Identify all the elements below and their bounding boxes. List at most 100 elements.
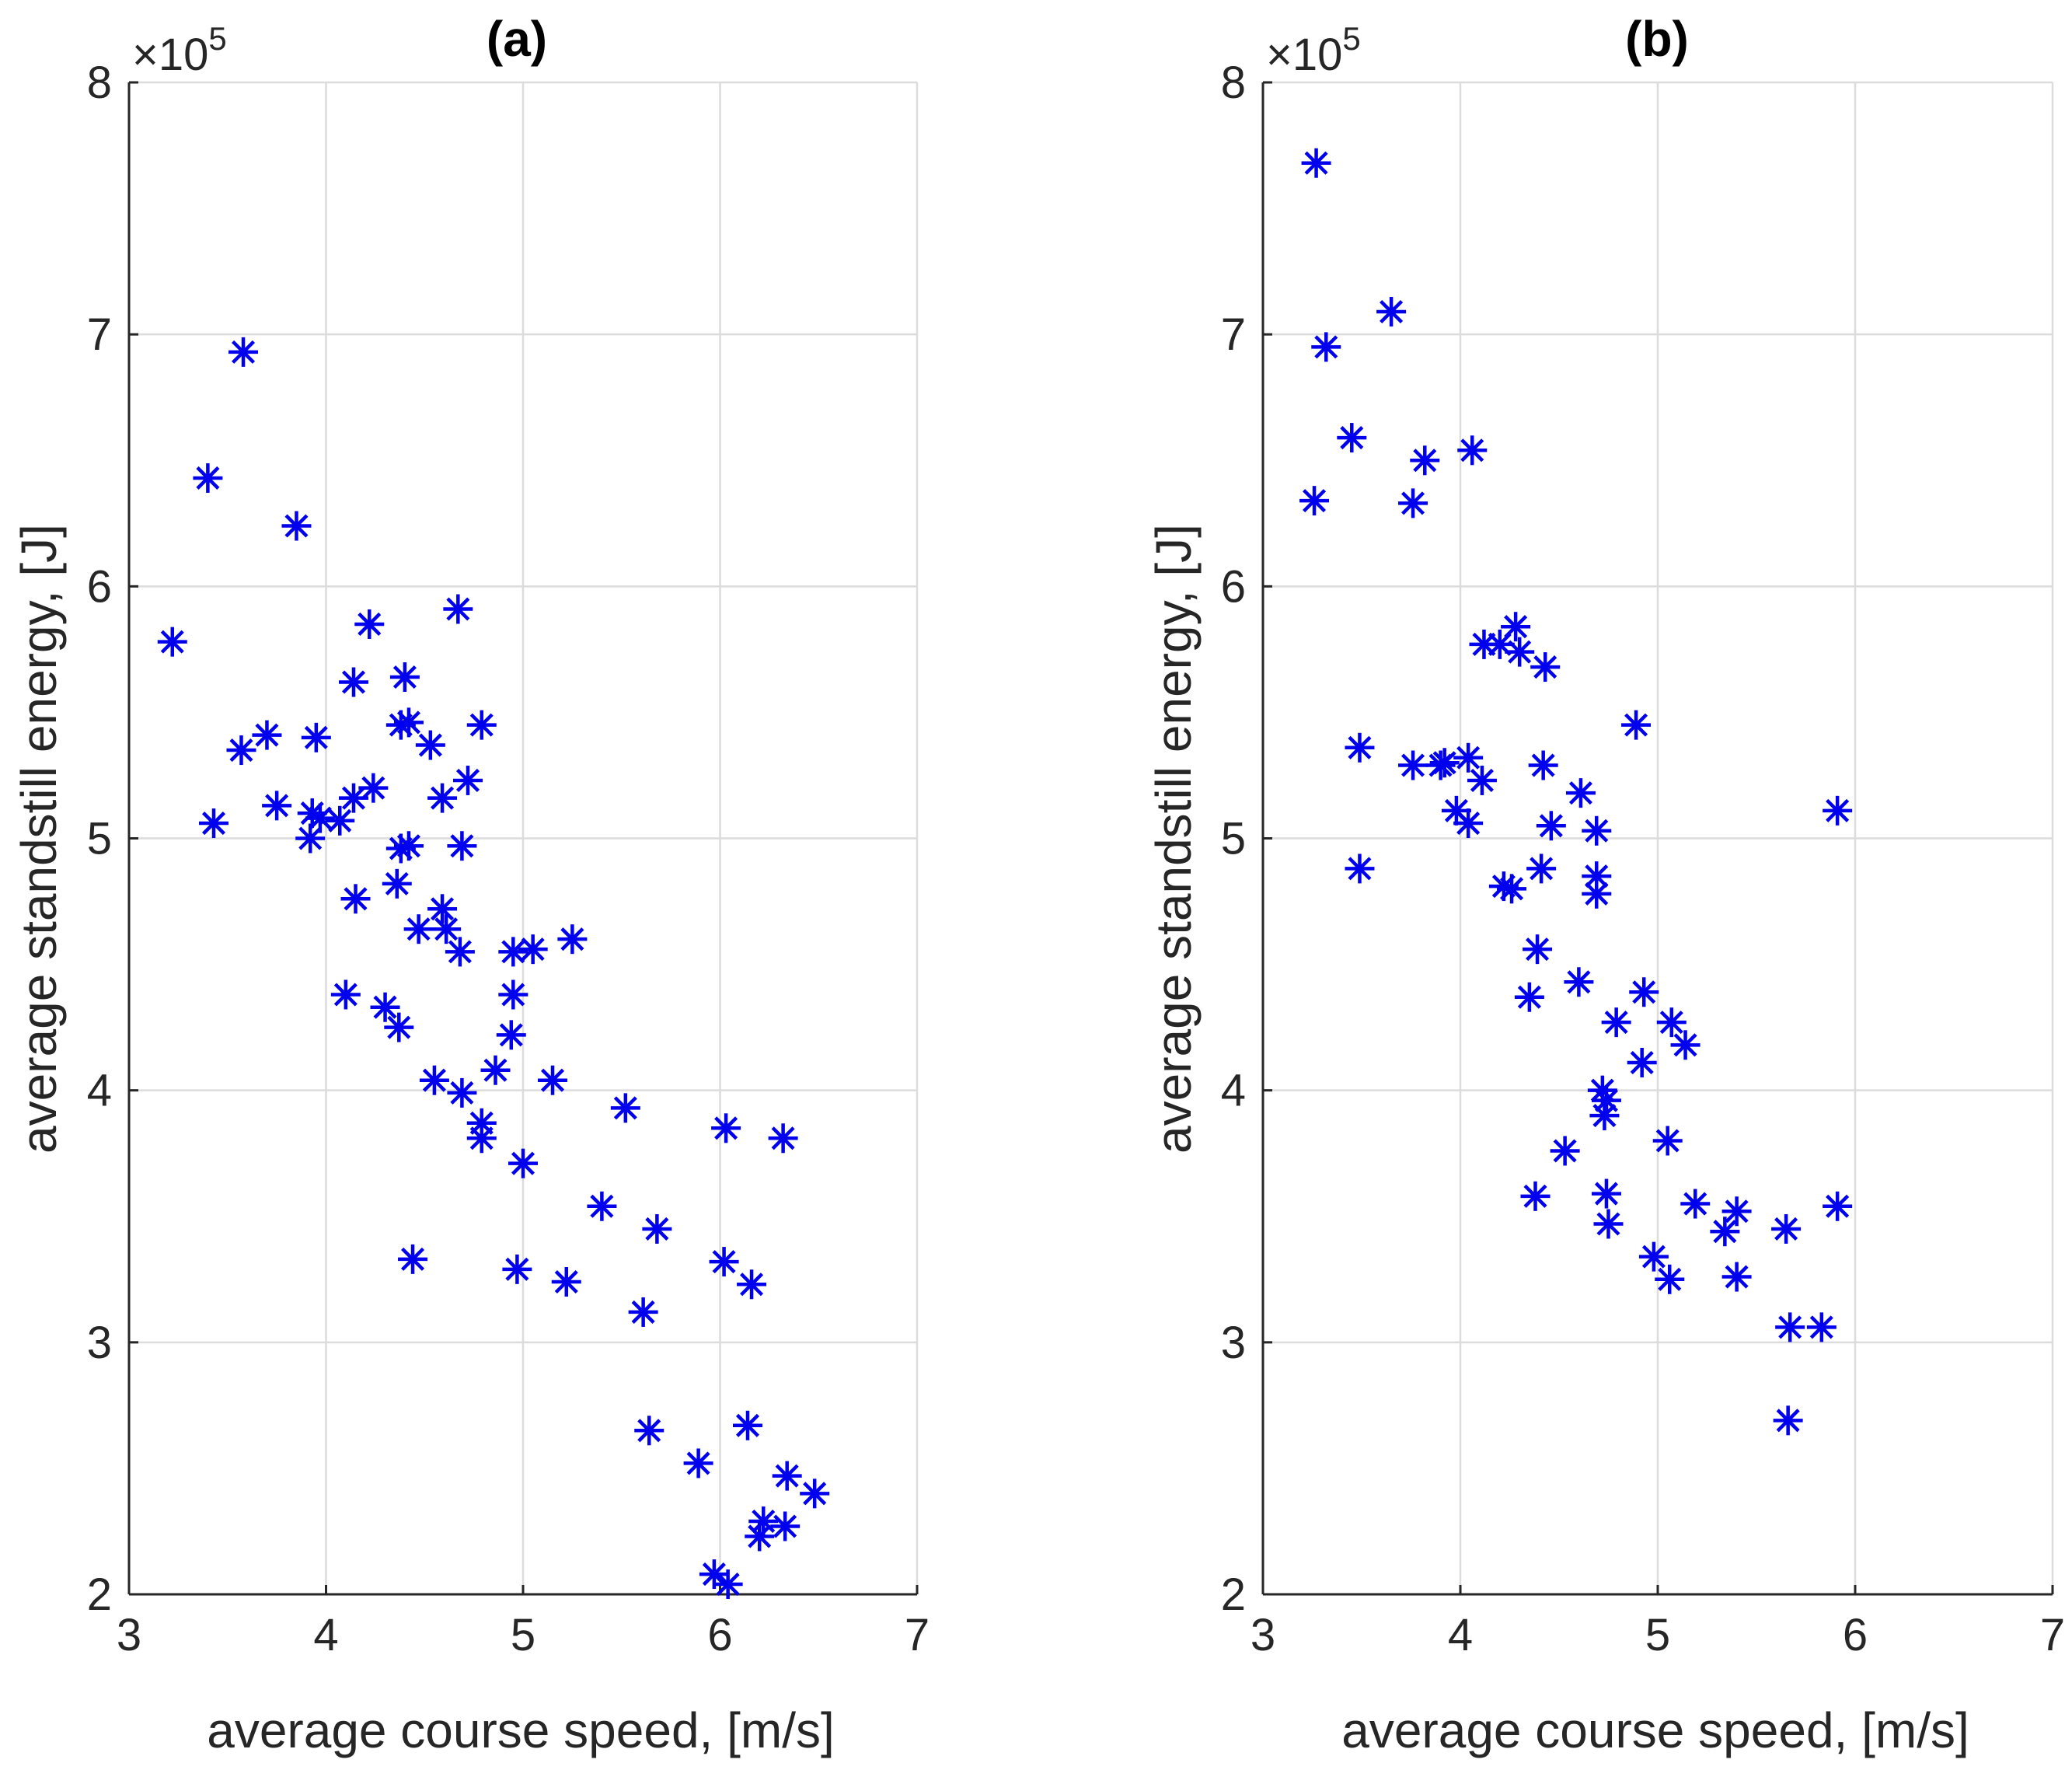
data-point: [745, 1521, 775, 1552]
data-point: [772, 1461, 802, 1491]
data-point: [1582, 815, 1612, 846]
data-point: [427, 783, 458, 813]
data-point: [325, 805, 355, 836]
data-point: [447, 831, 477, 861]
data-point: [1670, 1030, 1701, 1060]
y-tick-label-b: 3: [1221, 1318, 1246, 1368]
data-point: [382, 868, 412, 899]
data-point: [1775, 1312, 1805, 1342]
data-point: [557, 924, 588, 955]
y-tick-label-b: 5: [1221, 814, 1246, 864]
data-point: [683, 1448, 713, 1478]
data-point: [358, 773, 389, 803]
data-point: [226, 735, 256, 766]
data-point: [642, 1213, 672, 1244]
data-point: [297, 798, 327, 829]
markers-b: [1299, 148, 1853, 1436]
data-point: [1299, 486, 1330, 516]
data-point: [1536, 811, 1566, 841]
chart-title-b: (b): [1625, 11, 1689, 67]
data-point: [330, 979, 361, 1010]
y-multiplier-b: ×105: [1266, 20, 1361, 80]
data-point: [466, 1123, 497, 1154]
data-point: [480, 1055, 511, 1085]
data-point: [338, 667, 368, 697]
data-point: [551, 1267, 581, 1297]
data-point: [384, 1012, 414, 1042]
data-point: [403, 914, 434, 944]
data-point: [398, 1244, 428, 1274]
data-point: [1311, 332, 1341, 362]
x-tick-label-a: 6: [707, 1610, 732, 1660]
y-tick-label-a: 3: [87, 1318, 112, 1368]
data-point: [1771, 1213, 1802, 1244]
data-point: [1564, 967, 1594, 997]
y-axis-label-b: average standstill energy, [J]: [1146, 524, 1202, 1154]
data-point: [1453, 742, 1484, 773]
data-point: [415, 730, 445, 760]
data-point: [305, 803, 335, 833]
data-point: [1721, 1262, 1752, 1292]
data-point: [496, 1020, 526, 1050]
data-point: [1721, 1196, 1752, 1227]
y-tick-label-a: 8: [87, 58, 112, 108]
y-tick-label-b: 4: [1221, 1066, 1246, 1116]
data-point: [389, 662, 420, 693]
markers-a: [157, 337, 830, 1600]
data-point: [1457, 435, 1488, 466]
data-point: [800, 1478, 830, 1509]
y-tick-label-a: 7: [87, 309, 112, 360]
data-point: [453, 765, 483, 795]
data-point: [295, 823, 326, 854]
data-point: [770, 1511, 801, 1541]
data-point: [354, 609, 385, 639]
data-point: [252, 720, 282, 750]
y-tick-label-b: 7: [1221, 309, 1246, 360]
data-point: [768, 1123, 798, 1154]
data-point: [732, 1410, 762, 1440]
data-point: [1652, 1126, 1683, 1156]
x-tick-label-a: 7: [905, 1610, 930, 1660]
data-point: [1823, 1191, 1853, 1221]
data-point: [1497, 874, 1527, 904]
data-point: [1621, 710, 1652, 740]
data-point: [634, 1416, 665, 1446]
x-tick-label-b: 4: [1448, 1610, 1473, 1660]
data-point: [447, 1077, 477, 1108]
x-tick-label-a: 4: [313, 1610, 338, 1660]
data-point: [370, 992, 400, 1022]
data-point: [610, 1093, 640, 1123]
x-axis-label-a: average course speed, [m/s]: [207, 1702, 835, 1758]
data-point: [628, 1297, 658, 1327]
x-tick-label-b: 6: [1843, 1610, 1868, 1660]
data-point: [508, 1148, 538, 1178]
data-point: [748, 1506, 779, 1536]
data-point: [419, 1065, 449, 1095]
data-point: [1589, 1101, 1620, 1131]
data-point: [587, 1191, 617, 1221]
data-point: [1550, 1136, 1580, 1166]
data-point: [466, 710, 497, 740]
data-point: [1629, 977, 1659, 1007]
data-point: [1345, 854, 1375, 884]
data-point: [199, 808, 229, 839]
data-point: [1773, 1405, 1803, 1436]
data-point: [228, 337, 259, 367]
x-axis-label-b: average course speed, [m/s]: [1341, 1702, 1969, 1758]
chart-title-a: (a): [487, 11, 547, 67]
data-point: [518, 934, 548, 965]
data-point: [1591, 1085, 1621, 1115]
y-tick-label-b: 6: [1221, 561, 1246, 612]
data-point: [445, 937, 475, 967]
data-point: [338, 783, 368, 813]
x-tick-label-a: 5: [511, 1610, 535, 1660]
data-point: [498, 937, 528, 967]
data-point: [1453, 808, 1484, 839]
y-tick-label-a: 2: [87, 1569, 112, 1620]
data-point: [193, 463, 223, 493]
data-point: [1655, 1264, 1685, 1294]
data-point: [1337, 423, 1367, 453]
y-tick-label-a: 4: [87, 1066, 112, 1116]
